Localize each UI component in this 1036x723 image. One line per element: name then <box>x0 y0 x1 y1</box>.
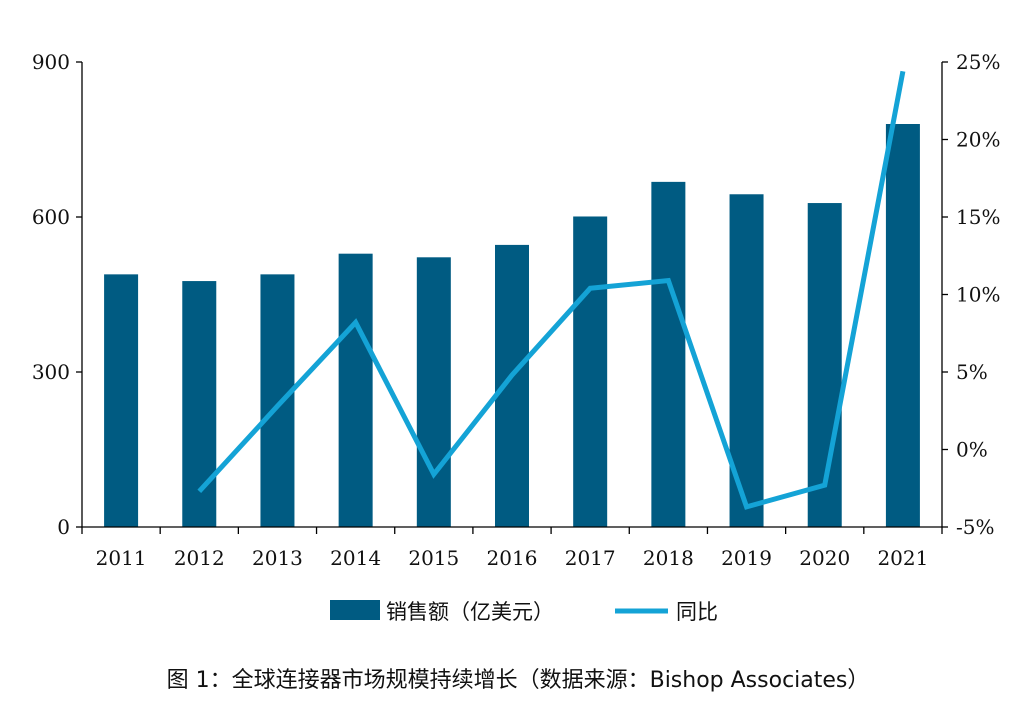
x-tick-label-2016: 2016 <box>487 546 538 570</box>
bar-2018 <box>651 181 686 527</box>
y-right-tick-label: 5% <box>956 360 988 384</box>
y-right-tick-label: 10% <box>956 283 1000 307</box>
legend-swatch-bar <box>330 600 380 620</box>
bar-2011 <box>104 274 139 527</box>
x-tick-label-2015: 2015 <box>408 546 459 570</box>
x-tick-label-2011: 2011 <box>96 546 147 570</box>
y-left-tick-label: 600 <box>32 205 70 229</box>
x-tick-label-2017: 2017 <box>565 546 616 570</box>
bar-2014 <box>338 253 373 527</box>
figure-caption: 图 1：全球连接器市场规模持续增长（数据来源：Bishop Associates… <box>166 668 870 693</box>
y-right-tick-label: -5% <box>956 515 995 539</box>
x-tick-label-2012: 2012 <box>174 546 225 570</box>
y-left-tick-label: 0 <box>57 515 70 539</box>
x-tick-label-2018: 2018 <box>643 546 694 570</box>
y-right-tick-label: 20% <box>956 128 1000 152</box>
x-tick-label-2019: 2019 <box>721 546 772 570</box>
x-tick-label-2021: 2021 <box>877 546 928 570</box>
bar-2013 <box>260 274 295 527</box>
bar-2015 <box>416 257 451 527</box>
legend-label-line: 同比 <box>676 600 718 624</box>
bar-2017 <box>573 216 608 527</box>
legend-label-bar: 销售额（亿美元） <box>386 600 554 624</box>
bar-2012 <box>182 281 217 527</box>
x-tick-label-2014: 2014 <box>330 546 381 570</box>
y-right-tick-label: 15% <box>956 205 1000 229</box>
y-right-tick-label: 0% <box>956 438 988 462</box>
y-right-tick-label: 25% <box>956 50 1000 74</box>
x-tick-label-2013: 2013 <box>252 546 303 570</box>
bar-2016 <box>495 244 529 527</box>
y-left-tick-label: 900 <box>32 50 70 74</box>
chart: 0 300 600 900 -5% 0% 5% 10% 15% 20% 25% 2011 2012 201… <box>32 50 1001 624</box>
x-tick-label-2020: 2020 <box>799 546 850 570</box>
y-left-tick-label: 300 <box>32 360 70 384</box>
line-series-yoy <box>197 70 906 510</box>
bar-2021 <box>885 124 920 527</box>
